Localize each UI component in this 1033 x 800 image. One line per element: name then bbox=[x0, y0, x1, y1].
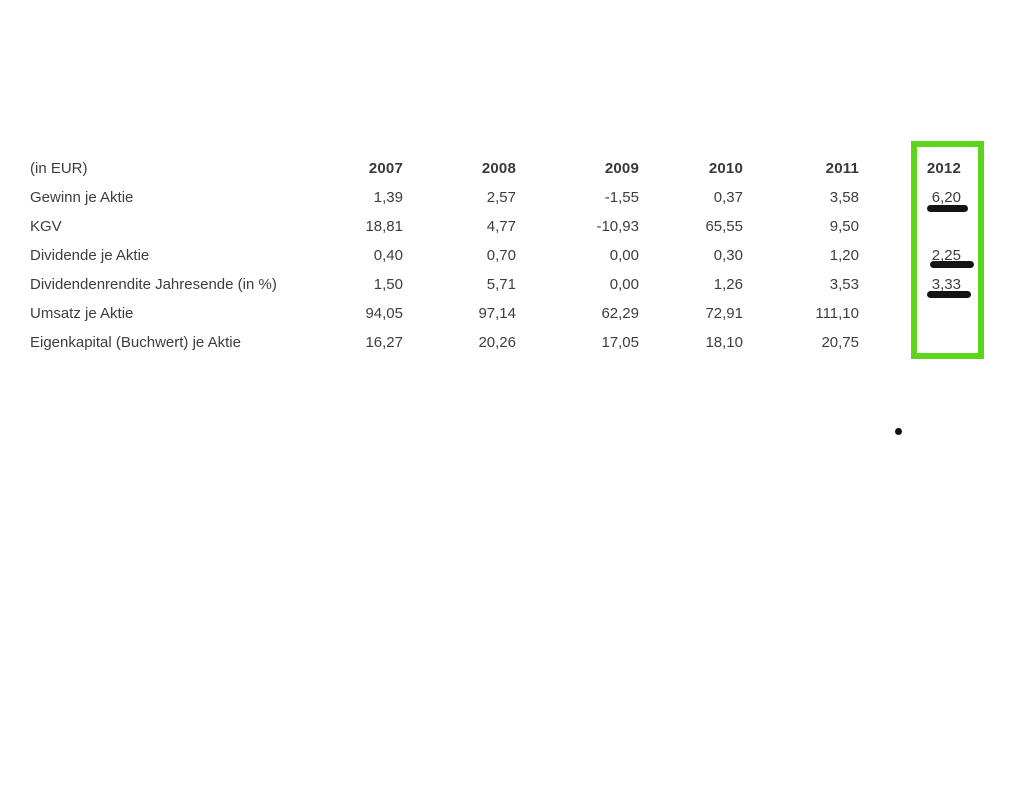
table-cell: 0,00 bbox=[609, 276, 639, 293]
table-cell: 3,58 bbox=[829, 189, 859, 206]
dot-mark bbox=[895, 428, 902, 435]
row-label-dividendenrendite: Dividendenrendite Jahresende (in %) bbox=[30, 276, 277, 293]
table-cell: 0,37 bbox=[713, 189, 743, 206]
table-cell: 2,57 bbox=[486, 189, 516, 206]
table-cell: 6,20 bbox=[931, 189, 961, 206]
table-cell: 111,10 bbox=[815, 305, 859, 322]
table-cell: 1,20 bbox=[829, 247, 859, 264]
row-label-gewinn-je-aktie: Gewinn je Aktie bbox=[30, 189, 134, 206]
table-cell: 0,70 bbox=[486, 247, 516, 264]
column-header-2011: 2011 bbox=[825, 160, 859, 177]
table-cell: 97,14 bbox=[478, 305, 516, 322]
table-cell: 4,77 bbox=[486, 218, 516, 235]
underline-mark-gewinn-2012 bbox=[927, 205, 968, 212]
table-cell: 20,75 bbox=[821, 334, 859, 351]
table-unit-label: (in EUR) bbox=[30, 160, 88, 177]
table-cell: 2,25 bbox=[931, 247, 961, 264]
table-cell: 0,40 bbox=[373, 247, 403, 264]
row-label-eigenkapital: Eigenkapital (Buchwert) je Aktie bbox=[30, 334, 241, 351]
table-cell: -10,93 bbox=[596, 218, 639, 235]
column-header-2010: 2010 bbox=[708, 160, 743, 177]
underline-mark-dividendenrendite-2012 bbox=[927, 291, 971, 298]
table-cell: 18,81 bbox=[365, 218, 403, 235]
table-cell: 9,50 bbox=[829, 218, 859, 235]
table-cell: 18,10 bbox=[705, 334, 743, 351]
financial-metrics-table: (in EUR) 2007 2008 2009 2010 2011 2012 G… bbox=[30, 154, 961, 357]
table-cell: 5,71 bbox=[486, 276, 516, 293]
column-header-2012: 2012 bbox=[926, 160, 961, 177]
table-cell: 17,05 bbox=[601, 334, 639, 351]
column-header-2009: 2009 bbox=[604, 160, 639, 177]
table-cell: 20,26 bbox=[478, 334, 516, 351]
table-cell: 94,05 bbox=[365, 305, 403, 322]
table-cell: -1,55 bbox=[604, 189, 639, 206]
underline-mark-dividende-2012 bbox=[930, 261, 974, 268]
row-label-umsatz-je-aktie: Umsatz je Aktie bbox=[30, 305, 134, 322]
row-label-dividende-je-aktie: Dividende je Aktie bbox=[30, 247, 150, 264]
table-cell: 72,91 bbox=[705, 305, 743, 322]
table-cell: 1,50 bbox=[373, 276, 403, 293]
table-cell: 16,27 bbox=[365, 334, 403, 351]
table-cell: 62,29 bbox=[601, 305, 639, 322]
column-header-2008: 2008 bbox=[481, 160, 516, 177]
table-cell: 0,00 bbox=[609, 247, 639, 264]
row-label-kgv: KGV bbox=[30, 218, 62, 235]
table-cell: 1,26 bbox=[713, 276, 743, 293]
table-cell: 3,53 bbox=[829, 276, 859, 293]
table-cell: 3,33 bbox=[931, 276, 961, 293]
column-header-2007: 2007 bbox=[368, 160, 403, 177]
table-cell: 1,39 bbox=[373, 189, 403, 206]
table-cell: 65,55 bbox=[705, 218, 743, 235]
highlight-box-2012-column bbox=[911, 141, 984, 359]
table-cell: 0,30 bbox=[713, 247, 743, 264]
